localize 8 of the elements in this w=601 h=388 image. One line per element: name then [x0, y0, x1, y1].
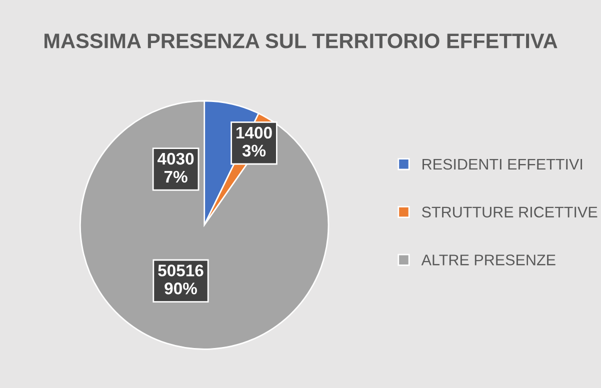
- legend-label: RESIDENTI EFFETTIVI: [422, 158, 582, 170]
- legend-label: ALTRE PRESENZE: [421, 254, 556, 266]
- chart-title: MASSIMA PRESENZA SUL TERRITORIO EFFETTIVA: [44, 34, 558, 48]
- data-label: 1400 3%: [236, 126, 272, 157]
- data-label: 50516 90%: [158, 264, 204, 294]
- pie-slice: [79, 100, 330, 350]
- data-label: 4030 7%: [158, 152, 194, 183]
- legend-label: STRUTTURE RICETTIVE: [422, 206, 598, 218]
